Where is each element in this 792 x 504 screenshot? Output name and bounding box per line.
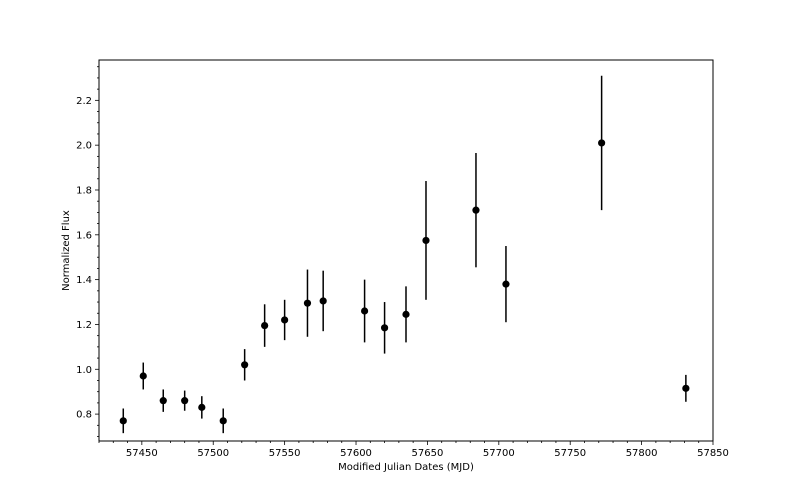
data-point xyxy=(219,417,227,425)
data-point xyxy=(319,297,327,305)
y-tick-label: 1.0 xyxy=(76,365,92,376)
x-axis-title: Modified Julian Dates (MJD) xyxy=(338,462,474,473)
data-point xyxy=(682,384,690,392)
x-tick-label: 57550 xyxy=(269,448,301,459)
data-point xyxy=(198,403,206,411)
y-tick-label: 2.0 xyxy=(76,141,92,152)
y-tick-label: 1.4 xyxy=(76,275,92,286)
x-tick-label: 57700 xyxy=(483,448,515,459)
data-series xyxy=(119,75,690,434)
data-point xyxy=(402,310,410,318)
data-point xyxy=(119,417,127,425)
plot-frame xyxy=(98,59,714,442)
x-tick-label: 57450 xyxy=(126,448,158,459)
data-point xyxy=(261,321,269,330)
y-axis: 0.8 1.0 1.2 1.4 1.6 1.8 2.0 2.2 xyxy=(76,66,99,437)
y-axis-title: Normalized Flux xyxy=(61,210,72,291)
x-tick-label: 57500 xyxy=(197,448,229,459)
data-point xyxy=(422,236,430,245)
data-point xyxy=(380,324,389,332)
data-point xyxy=(159,397,167,405)
y-tick-label: 1.2 xyxy=(76,320,92,331)
y-tick-label: 1.8 xyxy=(76,185,92,196)
y-tick-label: 0.8 xyxy=(76,410,92,421)
x-tick-label: 57850 xyxy=(697,448,729,459)
data-point xyxy=(181,397,189,405)
data-point xyxy=(360,307,369,315)
data-point xyxy=(241,361,249,369)
data-point xyxy=(598,139,606,147)
data-point xyxy=(303,299,312,307)
data-point xyxy=(281,316,289,324)
y-tick-label: 2.2 xyxy=(76,96,92,107)
x-axis: 57450 57500 57550 57600 57650 57700 57750 57800… xyxy=(98,441,729,459)
x-tick-label: 57600 xyxy=(340,448,372,459)
data-point xyxy=(472,206,480,214)
data-point xyxy=(502,280,510,288)
x-tick-label: 57750 xyxy=(554,448,586,459)
x-tick-label: 57800 xyxy=(626,448,658,459)
y-tick-label: 1.6 xyxy=(76,230,92,241)
x-tick-label: 57650 xyxy=(412,448,444,459)
data-point xyxy=(139,372,147,380)
